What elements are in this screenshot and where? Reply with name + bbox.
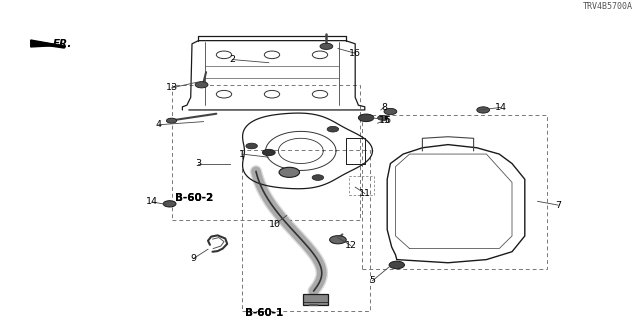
Text: 1: 1: [239, 149, 245, 159]
Text: 16: 16: [349, 49, 361, 58]
Text: 15: 15: [380, 116, 391, 124]
Text: 10: 10: [269, 220, 281, 228]
Bar: [303, 294, 328, 305]
Text: 2: 2: [229, 55, 236, 64]
Text: B-60-1: B-60-1: [245, 308, 284, 318]
Text: 14: 14: [495, 103, 506, 112]
Text: 8: 8: [381, 103, 387, 112]
Circle shape: [327, 126, 339, 132]
Text: B-60-2: B-60-2: [175, 194, 213, 204]
Text: 13: 13: [166, 84, 177, 92]
Circle shape: [163, 201, 176, 207]
Circle shape: [378, 115, 388, 120]
Bar: [362, 115, 547, 269]
Text: 12: 12: [345, 241, 356, 250]
Circle shape: [262, 149, 275, 156]
Circle shape: [246, 143, 257, 149]
Circle shape: [279, 167, 300, 177]
Circle shape: [312, 175, 324, 180]
Text: 3: 3: [195, 159, 202, 168]
Circle shape: [358, 114, 374, 122]
Text: 5: 5: [369, 276, 376, 285]
Circle shape: [320, 43, 333, 50]
Circle shape: [384, 108, 397, 115]
Circle shape: [389, 261, 404, 269]
Text: FR.: FR.: [52, 39, 72, 49]
Bar: [349, 176, 374, 195]
Text: 7: 7: [555, 201, 561, 210]
Circle shape: [330, 236, 346, 244]
Text: 14: 14: [147, 197, 158, 206]
Polygon shape: [31, 40, 61, 47]
Text: B-60-2: B-60-2: [175, 194, 213, 204]
Text: 4: 4: [156, 120, 162, 129]
Circle shape: [477, 107, 490, 113]
Text: 6: 6: [384, 116, 390, 124]
Bar: [172, 85, 360, 220]
Text: 11: 11: [359, 189, 371, 198]
Text: TRV4B5700A: TRV4B5700A: [582, 2, 632, 11]
Circle shape: [166, 118, 177, 123]
Circle shape: [195, 82, 208, 88]
Bar: [242, 150, 370, 311]
Text: 9: 9: [190, 254, 196, 263]
Text: B-60-1: B-60-1: [245, 308, 284, 318]
